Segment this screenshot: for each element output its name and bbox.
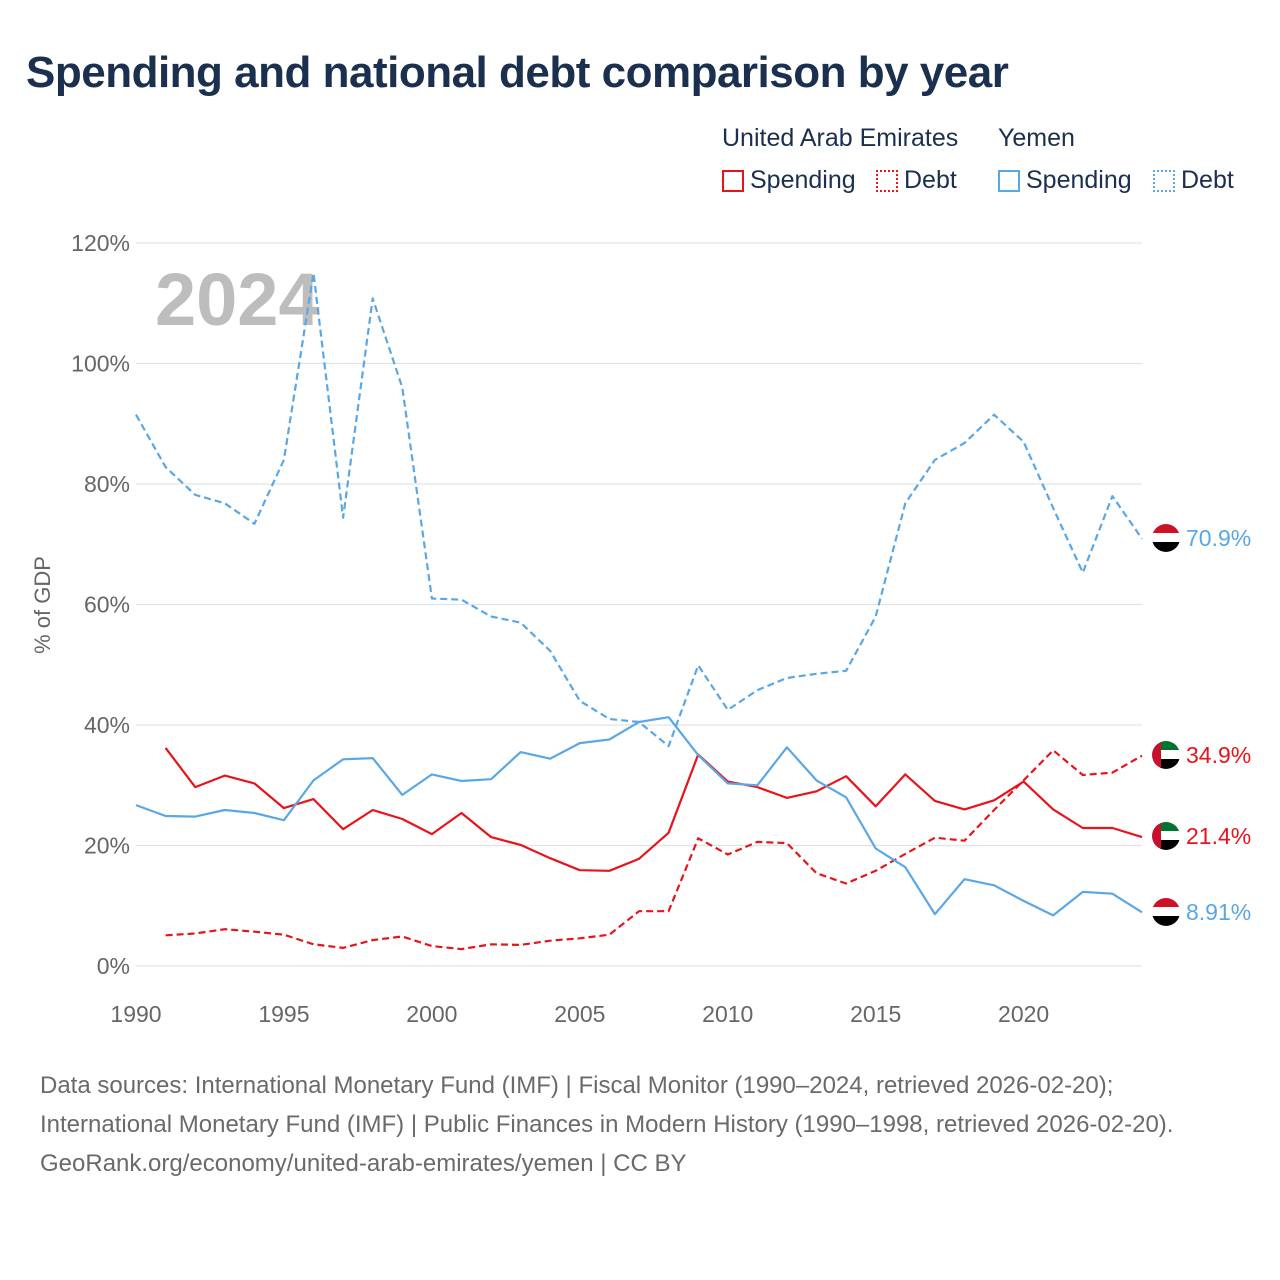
legend-item-yemen-debt[interactable]: Debt [1153, 166, 1234, 195]
series-line-uae-debt [165, 749, 1143, 951]
y-tick-label: 80% [84, 471, 130, 497]
legend-item-uae-spending[interactable]: Spending [722, 166, 856, 195]
x-tick-label: 2005 [554, 1001, 605, 1027]
legend-group-yemen: Yemen [998, 124, 1075, 152]
y-tick-label: 100% [71, 351, 130, 377]
y-tick-label: 120% [71, 230, 130, 256]
y-tick-label: 40% [84, 712, 130, 738]
attribution-link[interactable]: GeoRank.org/economy/united-arab-emirates… [40, 1150, 687, 1177]
uae-flag-icon [1152, 822, 1180, 850]
x-tick-label: 2015 [850, 1001, 901, 1027]
legend-item-uae-debt[interactable]: Debt [876, 166, 957, 195]
x-tick-label: 2010 [702, 1001, 753, 1027]
series-lines [135, 272, 1143, 951]
legend-swatch-dotted-icon [1153, 169, 1175, 192]
legend-label: Debt [904, 166, 957, 194]
x-tick-label: 1990 [110, 1001, 161, 1027]
series-line-yemen-spending [135, 716, 1143, 917]
gridlines [136, 242, 1142, 967]
legend-group-uae: United Arab Emirates [722, 124, 959, 152]
end-label-yemen-debt: 70.9% [1186, 525, 1251, 551]
y-tick-label: 0% [97, 953, 130, 979]
x-tick-label: 2000 [406, 1001, 457, 1027]
yemen-flag-icon [1152, 524, 1180, 552]
series-line-yemen-debt [135, 272, 1143, 748]
series-line-uae-spending [164, 747, 1143, 872]
sources-text: Data sources: International Monetary Fun… [40, 1072, 1174, 1138]
end-label-yemen-spending: 8.91% [1186, 899, 1251, 925]
y-axis-label: % of GDP [30, 556, 55, 654]
legend-swatch-solid-icon [998, 169, 1020, 192]
x-tick-label: 2020 [998, 1001, 1049, 1027]
legend-label: Debt [1181, 166, 1234, 194]
x-tick-label: 1995 [258, 1001, 309, 1027]
uae-flag-icon [1152, 741, 1180, 769]
chart-title: Spending and national debt comparison by… [26, 48, 1009, 97]
legend-item-yemen-spending[interactable]: Spending [998, 166, 1132, 195]
data-sources: Data sources: International Monetary Fun… [40, 1066, 1240, 1183]
line-chart: 0% 20% 40% 60% 80% 100% 120% 1990 1995 2000 2005 2… [30, 230, 1251, 1027]
end-label-uae-debt: 34.9% [1186, 742, 1251, 768]
year-watermark: 2024 [155, 258, 320, 341]
y-tick-label: 60% [84, 592, 130, 618]
legend-label: Spending [1026, 166, 1132, 194]
yemen-flag-icon [1152, 898, 1180, 926]
x-axis-ticks: 1990 1995 2000 2005 2010 2015 2020 [110, 1001, 1049, 1027]
legend-swatch-dotted-icon [876, 169, 898, 192]
legend-label: Spending [750, 166, 856, 194]
end-label-uae-spending: 21.4% [1186, 823, 1251, 849]
y-axis-ticks: 0% 20% 40% 60% 80% 100% 120% [71, 230, 130, 979]
legend-swatch-solid-icon [722, 169, 744, 192]
y-tick-label: 20% [84, 833, 130, 859]
